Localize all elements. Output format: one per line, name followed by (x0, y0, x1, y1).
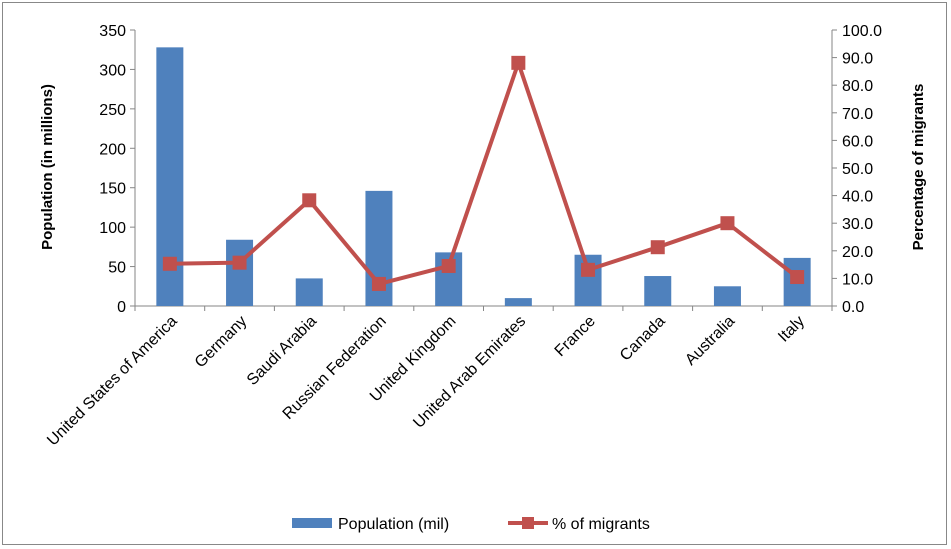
left-tick-label: 250 (99, 102, 126, 119)
right-tick-label: 70.0 (842, 106, 873, 123)
line-marker (581, 262, 596, 277)
x-tick-label: Germany (192, 313, 251, 372)
line-marker (441, 258, 456, 273)
line-series (162, 55, 805, 291)
x-tick-label: United Arab Emirates (410, 313, 529, 432)
x-tick-label: Italy (775, 313, 808, 346)
legend-swatch-population (292, 518, 332, 528)
right-axis-title: Percentage of migrants (910, 84, 927, 251)
bar (295, 278, 323, 306)
x-tick-label: Australia (682, 313, 738, 369)
bar (226, 239, 254, 306)
line-marker (790, 270, 805, 285)
line-marker (720, 216, 735, 231)
right-axis: 0.0 10.0 20.0 30.0 40.0 50.0 60.0 70.0 80.0 90.0 1… (831, 23, 882, 316)
legend-label-migrants: % of migrants (552, 516, 650, 533)
right-tick-label: 40.0 (842, 189, 873, 206)
right-tick-label: 10.0 (842, 271, 873, 288)
right-tick-label: 0.0 (842, 299, 864, 316)
right-tick-label: 30.0 (842, 216, 873, 233)
legend-swatch-migrants-marker (522, 517, 534, 529)
bar-series (156, 47, 811, 306)
x-tick-label: Saudi Arabia (244, 313, 320, 389)
left-tick-label: 200 (99, 141, 126, 158)
line-marker (302, 193, 317, 208)
line-marker (162, 256, 177, 271)
bar (504, 298, 532, 306)
migrants-line (169, 60, 799, 286)
x-tick-label: Canada (617, 313, 669, 365)
right-tick-label: 50.0 (842, 161, 873, 178)
right-tick-label: 100.0 (842, 23, 882, 40)
line-marker (371, 276, 386, 291)
right-tick-label: 60.0 (842, 133, 873, 150)
right-tick-label: 80.0 (842, 78, 873, 95)
bar (713, 286, 741, 306)
left-tick-label: 50 (108, 260, 126, 277)
left-tick-label: 100 (99, 220, 126, 237)
x-tick-label: France (552, 313, 599, 360)
left-tick-label: 0 (117, 299, 126, 316)
left-tick-label: 300 (99, 62, 126, 79)
left-axis-title: Population (in millions) (39, 84, 56, 250)
line-marker (511, 55, 526, 70)
bar (574, 254, 602, 306)
left-tick-label: 150 (99, 181, 126, 198)
x-tick-label: United States of America (44, 313, 181, 450)
line-marker (650, 240, 665, 255)
left-tick-label: 350 (99, 23, 126, 40)
right-tick-label: 20.0 (842, 244, 873, 261)
legend-label-population: Population (mil) (338, 516, 449, 533)
line-marker (232, 255, 247, 270)
legend: Population (mil) % of migrants (292, 516, 650, 533)
right-tick-label: 90.0 (842, 51, 873, 68)
bar (644, 276, 672, 306)
left-axis: 0 50 100 150 200 250 300 350 (99, 23, 833, 316)
